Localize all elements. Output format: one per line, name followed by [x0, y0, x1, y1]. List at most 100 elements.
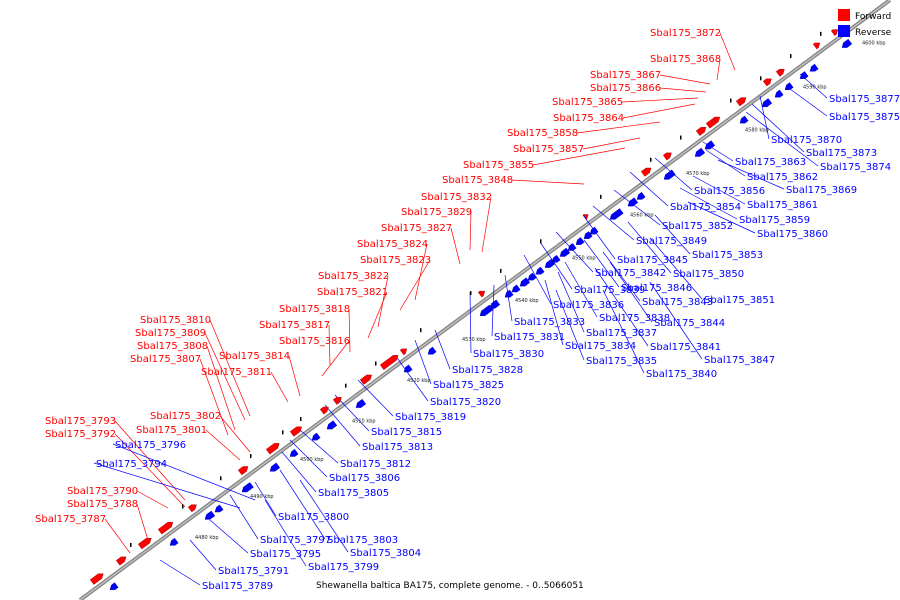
forward-gene-label: Sbal175_3857 — [513, 144, 584, 155]
forward-leader-line — [622, 103, 696, 119]
scale-tick-label: 4520 kbp — [407, 378, 431, 384]
forward-gene — [289, 426, 302, 437]
reverse-gene-label: Sbal175_3846 — [621, 283, 692, 294]
reverse-gene-label: Sbal175_3805 — [318, 488, 389, 499]
forward-leader-line — [399, 259, 431, 311]
reverse-leader-line — [627, 221, 672, 274]
reverse-gene-label: Sbal175_3860 — [757, 229, 828, 240]
reverse-gene-label: Sbal175_3834 — [565, 341, 636, 352]
reverse-gene-label: Sbal175_3862 — [747, 172, 818, 183]
reverse-gene — [704, 140, 716, 150]
reverse-leader-line — [592, 205, 635, 241]
reverse-leader-line — [434, 329, 451, 370]
forward-leader-line — [209, 319, 251, 417]
reverse-gene-label: Sbal175_3815 — [371, 427, 442, 438]
reverse-leader-line — [555, 231, 594, 273]
reverse-gene-label: Sbal175_3843 — [642, 297, 713, 308]
small-feature — [220, 476, 222, 481]
reverse-gene — [636, 191, 646, 200]
reverse-gene-label: Sbal175_3842 — [595, 268, 666, 279]
reverse-leader-line — [649, 237, 703, 300]
forward-gene-label: Sbal175_3829 — [401, 207, 472, 218]
scale-tick-label: 4580 kbp — [745, 127, 769, 133]
reverse-leader-line — [324, 404, 361, 447]
reverse-gene-label: Sbal175_3861 — [747, 200, 818, 211]
reverse-gene — [214, 504, 224, 513]
reverse-leader-line — [613, 189, 661, 226]
reverse-leader-line — [687, 201, 756, 234]
reverse-gene-label: Sbal175_3845 — [617, 255, 688, 266]
reverse-leader-line — [289, 439, 328, 478]
reverse-gene-label: Sbal175_3789 — [202, 581, 273, 592]
reverse-leader-line — [602, 251, 641, 302]
reverse-leader-line — [583, 239, 620, 288]
reverse-gene-label: Sbal175_3797 — [260, 535, 331, 546]
forward-gene — [830, 29, 839, 36]
reverse-gene-label: Sbal175_3796 — [115, 440, 186, 451]
forward-gene-label: Sbal175_3793 — [45, 416, 116, 427]
forward-leader-line — [367, 291, 388, 339]
scale-tick-label: 4490 kbp — [250, 494, 274, 500]
legend-reverse-label: Reverse — [855, 28, 892, 38]
forward-gene-label: Sbal175_3865 — [552, 97, 623, 108]
reverse-gene — [427, 346, 437, 355]
reverse-gene — [841, 38, 853, 48]
forward-gene — [640, 167, 652, 177]
forward-gene — [187, 504, 197, 513]
forward-leader-line — [104, 518, 131, 554]
forward-gene-label: Sbal175_3816 — [279, 336, 350, 347]
small-feature — [182, 504, 184, 509]
reverse-gene-label: Sbal175_3813 — [362, 442, 433, 453]
forward-gene-label: Sbal175_3788 — [67, 499, 138, 510]
reverse-gene-label: Sbal175_3800 — [278, 512, 349, 523]
small-feature — [540, 239, 542, 244]
small-feature — [600, 194, 602, 199]
gene-features — [89, 29, 853, 591]
forward-gene — [137, 537, 152, 550]
reverse-gene-label: Sbal175_3844 — [654, 318, 725, 329]
reverse-leader-line — [751, 103, 805, 153]
reverse-gene-label: Sbal175_3850 — [673, 269, 744, 280]
reverse-leader-line — [279, 469, 326, 540]
reverse-gene-label: Sbal175_3804 — [350, 548, 421, 559]
reverse-gene — [551, 254, 561, 263]
scale-tick-label: 4550 kbp — [572, 256, 596, 262]
reverse-gene — [403, 364, 413, 373]
forward-gene-label: Sbal175_3872 — [650, 28, 721, 39]
reverse-gene — [761, 98, 773, 108]
reverse-leader-line — [602, 289, 645, 374]
forward-gene — [477, 290, 486, 298]
reverse-gene-label: Sbal175_3875 — [829, 112, 900, 123]
reverse-leader-line — [717, 159, 785, 190]
forward-leader-line — [582, 137, 641, 150]
reverse-gene-label: Sbal175_3806 — [329, 473, 400, 484]
forward-gene-label: Sbal175_3855 — [463, 160, 534, 171]
scale-tick-label: 4590 kbp — [803, 84, 827, 90]
forward-gene — [332, 397, 342, 405]
reverse-gene-label: Sbal175_3856 — [694, 186, 765, 197]
forward-gene — [359, 374, 372, 385]
forward-gene — [812, 42, 821, 50]
forward-gene — [775, 68, 785, 77]
forward-gene-label: Sbal175_3858 — [507, 128, 578, 139]
reverse-gene-label: Sbal175_3873 — [806, 148, 877, 159]
reverse-gene — [289, 448, 299, 457]
reverse-gene — [784, 82, 794, 91]
reverse-leader-line — [394, 354, 429, 402]
reverse-gene — [355, 398, 367, 408]
reverse-gene-label: Sbal175_3853 — [692, 250, 763, 261]
reverse-gene — [614, 208, 624, 216]
forward-leader-line — [219, 415, 251, 453]
small-feature — [470, 291, 472, 296]
forward-gene — [237, 466, 249, 476]
reverse-gene-label: Sbal175_3803 — [327, 535, 398, 546]
reverse-gene-label: Sbal175_3812 — [340, 459, 411, 470]
reverse-gene — [694, 147, 706, 157]
forward-leader-line — [659, 87, 707, 93]
reverse-gene-label: Sbal175_3795 — [250, 549, 321, 560]
reverse-gene-label: Sbal175_3837 — [586, 328, 657, 339]
forward-gene-label: Sbal175_3827 — [381, 223, 452, 234]
reverse-gene — [567, 243, 577, 251]
reverse-gene-label: Sbal175_3874 — [820, 162, 891, 173]
scale-tick-label: 4500 kbp — [300, 457, 324, 463]
